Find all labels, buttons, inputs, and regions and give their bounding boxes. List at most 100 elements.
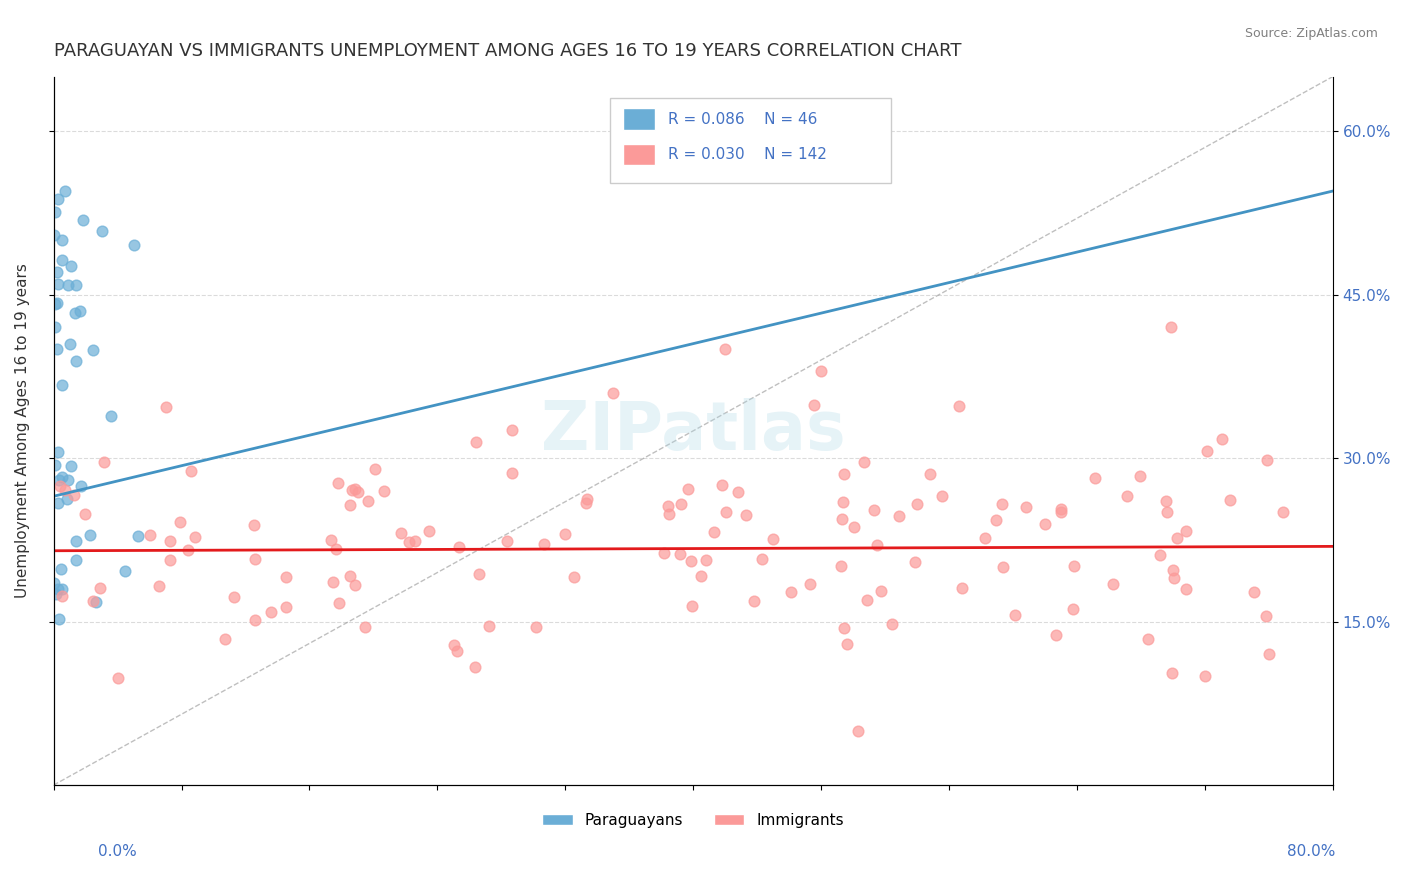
- Immigrants: [862, 502, 884, 516]
- Immigrants: [844, 520, 866, 534]
- Immigrants: [710, 478, 733, 492]
- Paraguayans: [90, 224, 112, 238]
- Immigrants: [1166, 531, 1188, 545]
- Paraguayans: [44, 458, 66, 473]
- Paraguayans: [56, 473, 79, 487]
- Paraguayans: [45, 342, 67, 356]
- Paraguayans: [72, 212, 94, 227]
- Immigrants: [1163, 570, 1185, 584]
- Paraguayans: [51, 378, 73, 392]
- Immigrants: [404, 534, 426, 549]
- Immigrants: [344, 482, 367, 496]
- Immigrants: [496, 534, 519, 549]
- Immigrants: [89, 581, 111, 595]
- Immigrants: [1063, 558, 1085, 573]
- Immigrants: [799, 577, 821, 591]
- Immigrants: [1004, 608, 1026, 623]
- Immigrants: [184, 530, 207, 544]
- Immigrants: [905, 497, 928, 511]
- Immigrants: [727, 485, 749, 500]
- Immigrants: [554, 527, 576, 541]
- Text: 80.0%: 80.0%: [1288, 845, 1336, 859]
- Immigrants: [373, 484, 395, 499]
- Immigrants: [716, 505, 738, 519]
- Paraguayans: [79, 528, 101, 542]
- Paraguayans: [59, 259, 82, 273]
- Immigrants: [887, 509, 910, 524]
- Immigrants: [322, 574, 344, 589]
- Paraguayans: [46, 582, 69, 597]
- Immigrants: [762, 532, 785, 546]
- Paraguayans: [45, 296, 67, 310]
- Immigrants: [714, 342, 737, 356]
- Bar: [623, 144, 655, 165]
- Paraguayans: [56, 492, 79, 507]
- Immigrants: [93, 455, 115, 469]
- Paraguayans: [42, 576, 65, 591]
- Immigrants: [652, 546, 675, 560]
- Immigrants: [735, 508, 758, 522]
- Immigrants: [751, 551, 773, 566]
- Immigrants: [602, 385, 624, 400]
- Immigrants: [328, 596, 350, 610]
- Immigrants: [831, 512, 853, 526]
- Paraguayans: [69, 303, 91, 318]
- Immigrants: [948, 399, 970, 413]
- Text: Source: ZipAtlas.com: Source: ZipAtlas.com: [1244, 27, 1378, 40]
- Paraguayans: [48, 612, 70, 626]
- Immigrants: [464, 660, 486, 674]
- Immigrants: [245, 552, 267, 566]
- Immigrants: [880, 616, 903, 631]
- Immigrants: [973, 531, 995, 545]
- Immigrants: [347, 485, 370, 500]
- Y-axis label: Unemployment Among Ages 16 to 19 years: Unemployment Among Ages 16 to 19 years: [15, 263, 30, 599]
- Immigrants: [107, 671, 129, 685]
- Immigrants: [920, 467, 942, 481]
- Immigrants: [846, 723, 869, 738]
- Immigrants: [1256, 453, 1278, 467]
- Immigrants: [984, 513, 1007, 527]
- Paraguayans: [58, 277, 80, 292]
- Immigrants: [1254, 608, 1277, 623]
- Immigrants: [1160, 320, 1182, 334]
- Paraguayans: [44, 297, 66, 311]
- Immigrants: [1049, 505, 1071, 519]
- Immigrants: [214, 632, 236, 646]
- Immigrants: [575, 491, 598, 506]
- Immigrants: [49, 479, 72, 493]
- Immigrants: [810, 364, 832, 378]
- Paraguayans: [127, 529, 149, 543]
- Immigrants: [524, 620, 547, 634]
- Paraguayans: [82, 343, 104, 357]
- Paraguayans: [46, 192, 69, 206]
- Paraguayans: [60, 458, 83, 473]
- Immigrants: [1154, 493, 1177, 508]
- Immigrants: [1211, 432, 1233, 446]
- Immigrants: [742, 594, 765, 608]
- Bar: [623, 109, 655, 129]
- Immigrants: [1136, 632, 1159, 647]
- Paraguayans: [65, 533, 87, 548]
- Immigrants: [180, 464, 202, 478]
- Immigrants: [950, 581, 973, 595]
- Immigrants: [1015, 500, 1038, 514]
- Immigrants: [138, 528, 160, 542]
- Paraguayans: [65, 553, 87, 567]
- Paraguayans: [51, 470, 73, 484]
- Immigrants: [159, 533, 181, 548]
- Immigrants: [689, 569, 711, 583]
- Immigrants: [1161, 665, 1184, 680]
- Paraguayans: [65, 354, 87, 368]
- Paraguayans: [65, 278, 87, 293]
- Immigrants: [449, 540, 471, 554]
- Immigrants: [1174, 524, 1197, 539]
- Immigrants: [1156, 505, 1178, 519]
- Immigrants: [468, 567, 491, 582]
- Paraguayans: [59, 336, 82, 351]
- Immigrants: [1116, 489, 1139, 503]
- Immigrants: [1194, 669, 1216, 683]
- Paraguayans: [48, 445, 70, 459]
- Immigrants: [339, 499, 361, 513]
- Paraguayans: [44, 227, 66, 242]
- Text: R = 0.086    N = 46: R = 0.086 N = 46: [668, 112, 817, 127]
